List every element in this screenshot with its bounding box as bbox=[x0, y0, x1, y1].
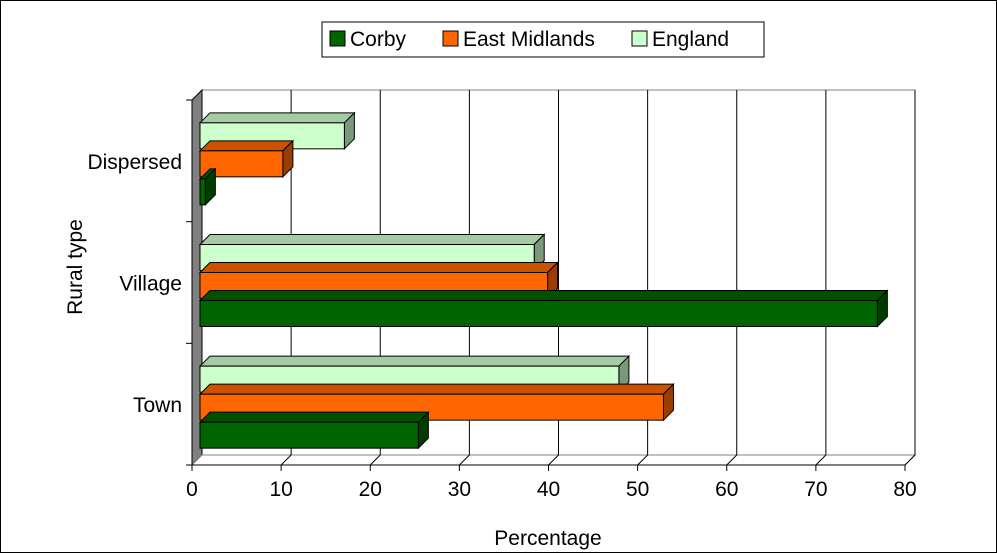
bar-corby-village bbox=[198, 289, 889, 328]
legend-swatch bbox=[442, 30, 459, 47]
x-tick-label: 10 bbox=[269, 478, 292, 501]
x-tick-label: 60 bbox=[715, 478, 738, 501]
y-tick-label: Village bbox=[119, 273, 182, 296]
x-axis-title: Percentage bbox=[494, 527, 601, 550]
floor-gridline bbox=[904, 454, 916, 466]
floor-gridline bbox=[459, 454, 470, 466]
floor-gridline bbox=[637, 454, 648, 466]
x-tick-label: 40 bbox=[537, 478, 560, 501]
y-tick-label: Dispersed bbox=[87, 151, 182, 174]
bars bbox=[198, 111, 889, 450]
y-tick-label: Town bbox=[133, 394, 182, 417]
legend-swatch bbox=[631, 30, 648, 47]
x-tick-label: 80 bbox=[893, 478, 916, 501]
floor-gridline bbox=[280, 454, 292, 466]
bar-east-midlands-dispersed bbox=[198, 139, 295, 179]
legend-entry: Corby bbox=[350, 28, 407, 51]
floor-gridline bbox=[726, 454, 738, 466]
legend: Corby East Midlands England bbox=[321, 21, 765, 58]
x-tick-label: 20 bbox=[359, 478, 382, 501]
bar-corby-dispersed bbox=[198, 167, 217, 207]
floor-gridline bbox=[369, 454, 381, 466]
y-axis-title: Rural type bbox=[64, 219, 87, 315]
legend-swatch bbox=[329, 30, 346, 47]
x-tick-label: 70 bbox=[804, 478, 827, 501]
axes bbox=[186, 99, 906, 471]
tick-labels: 0 10 20 30 40 50 60 70 80 Town Village Dispersed bbox=[87, 151, 916, 501]
floor-gridline bbox=[548, 454, 559, 466]
legend-box bbox=[321, 21, 765, 58]
x-tick-label: 0 bbox=[186, 478, 198, 501]
x-tick-label: 50 bbox=[626, 478, 649, 501]
x-tick-label: 30 bbox=[448, 478, 471, 501]
legend-entry: England bbox=[652, 28, 729, 51]
bar-corby-town bbox=[198, 410, 430, 450]
floor-gridline bbox=[815, 454, 827, 466]
legend-entry: East Midlands bbox=[463, 28, 595, 51]
